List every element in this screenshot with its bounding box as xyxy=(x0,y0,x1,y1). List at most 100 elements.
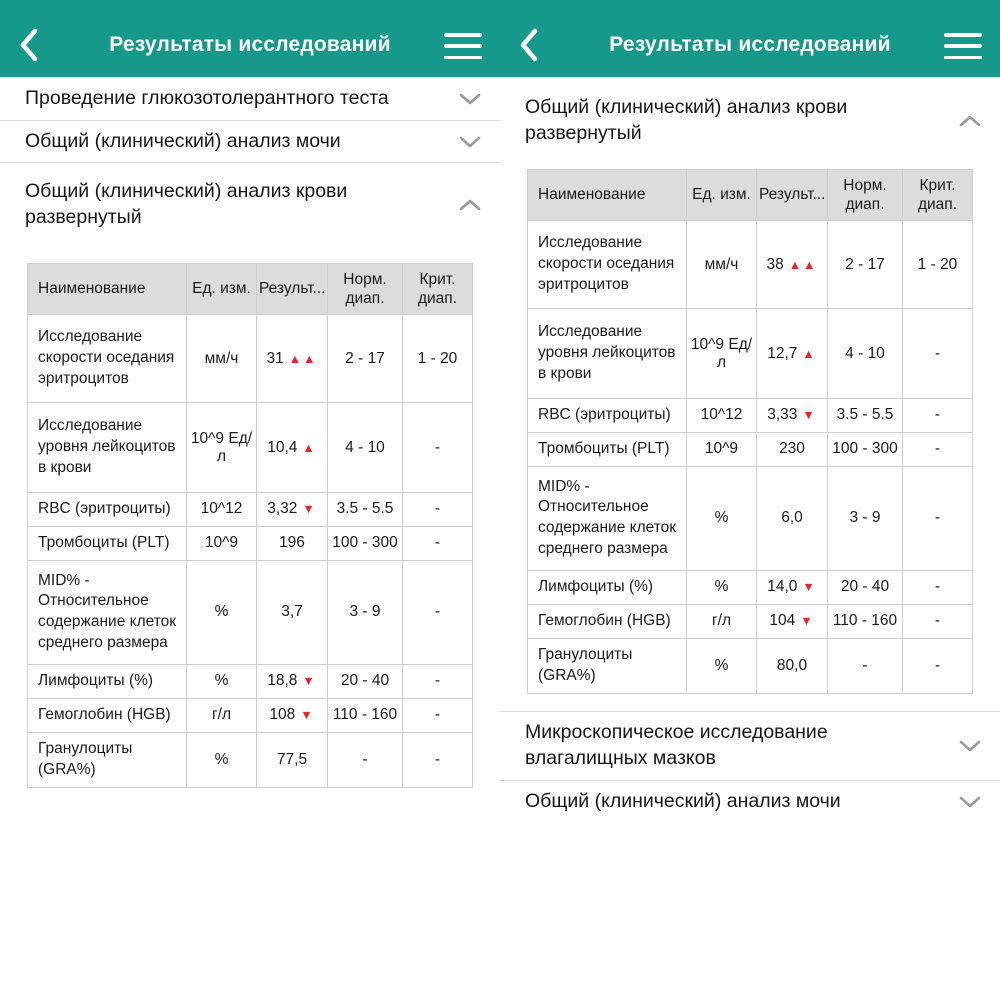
cell-crit-range: - xyxy=(402,663,473,699)
cell-unit: г/л xyxy=(686,603,757,639)
cell-crit-range: - xyxy=(902,637,973,694)
column-header-unit: Ед. изм. xyxy=(686,169,757,221)
trend-arrow-icon: ▲▲ xyxy=(288,351,318,366)
table-row: Гранулоциты (GRA%) % 80,0 - - xyxy=(527,637,973,694)
result-value: 196 xyxy=(279,534,305,552)
back-button[interactable] xyxy=(518,27,540,63)
trend-arrow-icon: ▼ xyxy=(302,502,317,517)
cell-result: 108 ▼ xyxy=(256,697,328,733)
cell-result: 3,33 ▼ xyxy=(756,398,828,433)
cell-parameter-name: Тромбоциты (PLT) xyxy=(27,525,187,561)
cell-norm-range: 4 - 10 xyxy=(827,308,903,399)
cell-result: 10,4 ▲ xyxy=(256,402,328,493)
hamburger-menu-icon xyxy=(444,33,482,37)
cell-unit: 10^9 Ед/л xyxy=(686,308,757,399)
page-title: Результаты исследований xyxy=(109,33,391,56)
cell-crit-range: - xyxy=(902,398,973,433)
accordion-section-vaginal-smear[interactable]: Микроскопическое исследование влагалищны… xyxy=(500,710,1000,781)
table-row: Гранулоциты (GRA%) % 77,5 - - xyxy=(27,731,473,788)
table-row: Гемоглобин (HGB) г/л 104 ▼ 110 - 160 - xyxy=(527,603,973,639)
table-row: Исследование уровня лейкоцитов в крови 1… xyxy=(27,402,473,493)
table-row: Лимфоциты (%) % 14,0 ▼ 20 - 40 - xyxy=(527,569,973,605)
column-header-result: Результ... xyxy=(256,263,328,315)
cell-result: 3,32 ▼ xyxy=(256,492,328,527)
app-bar: Результаты исследований xyxy=(500,0,1000,78)
cell-result: 18,8 ▼ xyxy=(256,663,328,699)
cell-crit-range: - xyxy=(902,603,973,639)
column-header-norm: Норм. диап. xyxy=(827,169,903,221)
app-bar: Результаты исследований xyxy=(0,0,500,78)
cell-crit-range: - xyxy=(402,525,473,561)
cell-parameter-name: RBC (эритроциты) xyxy=(27,492,187,527)
column-header-norm: Норм. диап. xyxy=(327,263,403,315)
cell-unit: мм/ч xyxy=(186,314,257,403)
cell-parameter-name: Исследование уровня лейкоцитов в крови xyxy=(527,308,687,399)
section-label: Общий (клинический) анализ мочи xyxy=(25,129,341,152)
column-header-name: Наименование xyxy=(27,263,187,315)
cell-result: 77,5 xyxy=(256,731,328,788)
cell-parameter-name: MID% - Относительное содержание клеток с… xyxy=(27,559,187,665)
table-row: MID% - Относительное содержание клеток с… xyxy=(527,465,973,571)
cell-unit: % xyxy=(686,465,757,571)
column-header-result: Результ... xyxy=(756,169,828,221)
cell-norm-range: - xyxy=(327,731,403,788)
accordion-section-glucose-tolerance[interactable]: Проведение глюкозотолерантного теста xyxy=(0,78,500,121)
chevron-up-icon xyxy=(459,199,481,211)
cell-norm-range: 100 - 300 xyxy=(827,431,903,467)
cell-parameter-name: Лимфоциты (%) xyxy=(527,569,687,605)
cell-norm-range: 4 - 10 xyxy=(327,402,403,493)
cell-unit: % xyxy=(186,731,257,788)
hamburger-menu-button[interactable] xyxy=(444,33,482,59)
result-value: 77,5 xyxy=(276,750,308,768)
result-value: 6,0 xyxy=(781,509,803,527)
cell-result: 80,0 xyxy=(756,637,828,694)
result-value: 14,0 xyxy=(767,578,798,596)
cell-unit: 10^9 xyxy=(186,525,257,561)
results-table: Наименование Ед. изм. Результ... Норм. д… xyxy=(27,263,473,788)
trend-arrow-icon: ▼ xyxy=(802,408,817,423)
cell-unit: % xyxy=(186,559,257,665)
cell-result: 3,7 xyxy=(256,559,328,665)
result-value: 12,7 xyxy=(767,344,798,362)
cell-crit-range: 1 - 20 xyxy=(902,220,973,309)
accordion-section-blood-test-expanded[interactable]: Общий (клинический) анализ крови разверн… xyxy=(500,78,1000,164)
cell-unit: % xyxy=(686,569,757,605)
cell-crit-range: - xyxy=(402,402,473,493)
table-row: Тромбоциты (PLT) 10^9 196 100 - 300 - xyxy=(27,525,473,561)
results-table: Наименование Ед. изм. Результ... Норм. д… xyxy=(527,169,973,694)
table-row: Гемоглобин (HGB) г/л 108 ▼ 110 - 160 - xyxy=(27,697,473,733)
page-title: Результаты исследований xyxy=(609,33,891,56)
cell-norm-range: 3 - 9 xyxy=(327,559,403,665)
table-row: RBC (эритроциты) 10^12 3,33 ▼ 3.5 - 5.5 - xyxy=(527,398,973,433)
table-row: RBC (эритроциты) 10^12 3,32 ▼ 3.5 - 5.5 - xyxy=(27,492,473,527)
section-label: Микроскопическое исследование влагалищны… xyxy=(525,720,828,769)
cell-crit-range: - xyxy=(902,569,973,605)
cell-parameter-name: RBC (эритроциты) xyxy=(527,398,687,433)
trend-arrow-icon: ▲▲ xyxy=(788,257,818,272)
result-value: 108 xyxy=(269,706,296,724)
column-header-crit: Крит. диап. xyxy=(902,169,973,221)
cell-unit: % xyxy=(186,663,257,699)
accordion-section-urinalysis[interactable]: Общий (клинический) анализ мочи xyxy=(0,121,500,163)
hamburger-menu-button[interactable] xyxy=(944,33,982,59)
cell-result: 230 xyxy=(756,431,828,467)
table-row: Исследование скорости оседания эритроцит… xyxy=(527,220,973,309)
cell-parameter-name: Исследование скорости оседания эритроцит… xyxy=(527,220,687,309)
cell-crit-range: 1 - 20 xyxy=(402,314,473,403)
cell-unit: 10^9 xyxy=(686,431,757,467)
cell-unit: 10^12 xyxy=(186,492,257,527)
table-header-row: Наименование Ед. изм. Результ... Норм. д… xyxy=(27,263,473,315)
cell-unit: мм/ч xyxy=(686,220,757,309)
accordion-section-blood-test-expanded[interactable]: Общий (клинический) анализ крови разверн… xyxy=(0,163,500,247)
back-button[interactable] xyxy=(18,27,40,63)
cell-unit: 10^12 xyxy=(686,398,757,433)
cell-crit-range: - xyxy=(402,697,473,733)
cell-result: 12,7 ▲ xyxy=(756,308,828,399)
cell-crit-range: - xyxy=(402,731,473,788)
cell-parameter-name: MID% - Относительное содержание клеток с… xyxy=(527,465,687,571)
hamburger-menu-icon xyxy=(944,33,982,37)
accordion-section-urinalysis[interactable]: Общий (клинический) анализ мочи xyxy=(500,781,1000,824)
result-value: 3,32 xyxy=(267,500,298,518)
table-header-row: Наименование Ед. изм. Результ... Норм. д… xyxy=(527,169,973,221)
cell-result: 31 ▲▲ xyxy=(256,314,328,403)
